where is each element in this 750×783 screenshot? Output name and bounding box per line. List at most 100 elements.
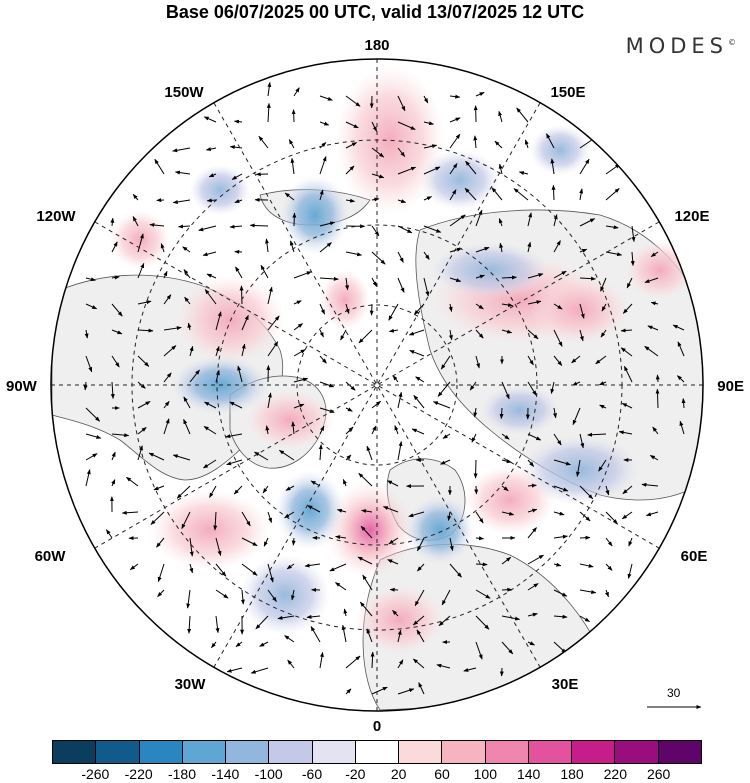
wind-vector bbox=[345, 655, 361, 669]
wind-vector bbox=[649, 455, 659, 461]
wind-vector bbox=[172, 199, 191, 204]
wind-vector bbox=[386, 480, 399, 487]
wind-vector bbox=[371, 251, 386, 265]
wind-vector bbox=[234, 199, 243, 204]
wind-vector bbox=[553, 641, 567, 654]
wind-vector bbox=[475, 246, 490, 253]
wind-vector bbox=[527, 554, 544, 565]
wind-vector bbox=[527, 381, 537, 396]
reference-arrow-icon bbox=[647, 705, 702, 709]
map-title: Base 06/07/2025 00 UTC, valid 13/07/2025… bbox=[165, 2, 585, 22]
wind-vector bbox=[215, 311, 222, 331]
wind-vector bbox=[448, 329, 453, 341]
wind-vector bbox=[241, 343, 246, 357]
wind-vector bbox=[498, 218, 503, 227]
wind-vector bbox=[371, 686, 388, 695]
wind-vector bbox=[111, 479, 116, 487]
colorbar-tick-label: 100 bbox=[473, 766, 498, 782]
wind-vector bbox=[184, 296, 191, 305]
wind-vector bbox=[345, 454, 352, 461]
wind-vector bbox=[397, 688, 415, 695]
wind-vector bbox=[319, 221, 336, 227]
wind-vector bbox=[650, 251, 659, 258]
wind-vector bbox=[598, 381, 607, 386]
wind-vector bbox=[417, 537, 425, 552]
wind-vector bbox=[137, 427, 147, 435]
wind-vector bbox=[397, 659, 404, 669]
colorbar-segment bbox=[528, 741, 573, 763]
colorbar-tick-label: 180 bbox=[560, 766, 584, 782]
wind-vector bbox=[449, 94, 461, 99]
lon-label-60w: 60W bbox=[35, 548, 67, 565]
wind-vector bbox=[551, 184, 556, 201]
wind-vector bbox=[371, 425, 377, 435]
wind-vector bbox=[259, 641, 269, 647]
wind-vector bbox=[335, 535, 347, 540]
wind-vector bbox=[527, 508, 538, 513]
wind-vector bbox=[304, 563, 321, 568]
wind-vector bbox=[499, 407, 504, 420]
wind-vector bbox=[527, 241, 532, 253]
wind-vector bbox=[579, 615, 590, 623]
colorbar-segment bbox=[442, 741, 486, 763]
wind-vector bbox=[553, 511, 565, 516]
wind-vector bbox=[319, 381, 335, 388]
wind-vector bbox=[423, 225, 442, 233]
wind-vector bbox=[630, 251, 635, 267]
wind-vector bbox=[198, 225, 217, 232]
wind-vector bbox=[579, 535, 591, 540]
wind-vector bbox=[319, 425, 325, 435]
wind-vector bbox=[361, 509, 373, 514]
wind-vector bbox=[319, 189, 324, 201]
wind-vector bbox=[473, 407, 478, 418]
wind-vector bbox=[408, 329, 425, 336]
wind-vector bbox=[235, 266, 243, 279]
wind-vector bbox=[553, 329, 563, 347]
wind-vector bbox=[319, 355, 327, 364]
wind-vector bbox=[189, 563, 194, 574]
wind-vector bbox=[329, 563, 347, 572]
wind-vector bbox=[397, 166, 417, 175]
wind-vector bbox=[438, 615, 451, 627]
wind-vector bbox=[677, 341, 685, 357]
colorbar-segment bbox=[269, 741, 313, 763]
wind-vector bbox=[644, 345, 659, 357]
wind-vector bbox=[641, 482, 659, 487]
wind-vector bbox=[501, 641, 514, 655]
wind-vector bbox=[388, 303, 399, 321]
wind-vector bbox=[286, 563, 295, 570]
wind-vector bbox=[448, 303, 453, 312]
wind-vector bbox=[240, 589, 245, 605]
wind-vector bbox=[293, 403, 305, 409]
wind-vector bbox=[605, 188, 620, 201]
wind-vector bbox=[605, 589, 609, 598]
wind-vector bbox=[318, 444, 323, 461]
wind-vector bbox=[215, 615, 220, 634]
wind-vector bbox=[601, 303, 607, 312]
wind-vector bbox=[387, 559, 399, 565]
wind-vector bbox=[310, 626, 321, 643]
wind-vector bbox=[475, 91, 485, 97]
wind-vector bbox=[423, 144, 438, 149]
wind-vector bbox=[516, 107, 529, 123]
wind-vector bbox=[319, 242, 332, 253]
lon-label-30w: 30W bbox=[175, 676, 207, 693]
wind-vector bbox=[235, 641, 243, 648]
wind-vector bbox=[110, 217, 115, 227]
wind-vector bbox=[501, 485, 509, 492]
wind-vector bbox=[293, 271, 312, 279]
wind-vector bbox=[397, 121, 416, 130]
colorbar-segment bbox=[615, 741, 659, 763]
wind-vector bbox=[267, 589, 277, 602]
wind-vector bbox=[229, 224, 243, 229]
wind-vector bbox=[163, 345, 177, 357]
colorbar-segment bbox=[658, 741, 701, 763]
wind-vector bbox=[319, 95, 333, 101]
wind-vector bbox=[647, 325, 659, 331]
wind-vector bbox=[631, 225, 636, 243]
wind-vector bbox=[204, 401, 217, 409]
wind-vector bbox=[345, 303, 350, 314]
lon-label-120e: 120E bbox=[674, 208, 709, 225]
wind-vector bbox=[293, 323, 303, 331]
wind-vector bbox=[527, 583, 539, 591]
